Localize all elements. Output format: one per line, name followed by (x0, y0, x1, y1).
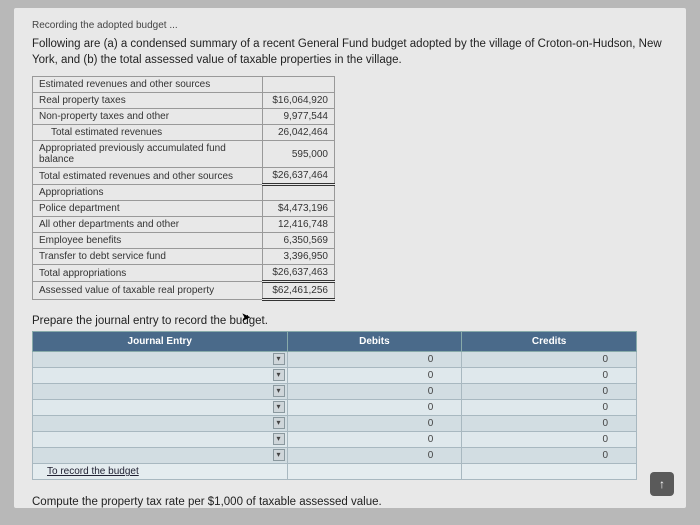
budget-row-value: 595,000 (263, 141, 335, 168)
je-credit-cell[interactable]: 0 (462, 416, 637, 432)
je-account-select[interactable]: ▾ (33, 448, 288, 464)
arrow-up-icon: ↑ (659, 477, 665, 491)
je-debit-cell[interactable]: 0 (287, 448, 462, 464)
dropdown-icon[interactable]: ▾ (273, 401, 285, 413)
budget-row-label: Police department (33, 201, 263, 217)
je-account-select[interactable]: ▾ (33, 416, 288, 432)
budget-row-value: 3,396,950 (263, 249, 335, 265)
je-credit-cell[interactable]: 0 (462, 448, 637, 464)
budget-row-value: $16,064,920 (263, 93, 335, 109)
je-account-select[interactable]: ▾ (33, 432, 288, 448)
budget-row-label: All other departments and other (33, 217, 263, 233)
je-header-debits: Debits (287, 332, 462, 352)
je-header-credits: Credits (462, 332, 637, 352)
je-debit-cell[interactable]: 0 (287, 432, 462, 448)
je-account-select[interactable]: ▾ (33, 384, 288, 400)
je-debit-cell[interactable]: 0 (287, 384, 462, 400)
appropriations-section-header: Appropriations (33, 185, 263, 201)
je-debit-cell[interactable]: 0 (287, 416, 462, 432)
scroll-up-button[interactable]: ↑ (650, 472, 674, 496)
je-credit-cell[interactable]: 0 (462, 352, 637, 368)
budget-row-label: Appropriated previously accumulated fund… (33, 141, 263, 168)
budget-row-label: Transfer to debt service fund (33, 249, 263, 265)
dropdown-icon[interactable]: ▾ (273, 385, 285, 397)
budget-row-value: 9,977,544 (263, 109, 335, 125)
je-header-entry: Journal Entry (33, 332, 288, 352)
compute-section: Compute the property tax rate per $1,000… (32, 494, 668, 508)
budget-row-value: $62,461,256 (263, 282, 335, 300)
je-credit-cell[interactable]: 0 (462, 384, 637, 400)
budget-row-label: Employee benefits (33, 233, 263, 249)
dropdown-icon[interactable]: ▾ (273, 449, 285, 461)
revenues-section-header: Estimated revenues and other sources (33, 77, 263, 93)
budget-row-value: $4,473,196 (263, 201, 335, 217)
je-row: ▾ 0 0 (33, 400, 637, 416)
je-account-select[interactable]: ▾ (33, 400, 288, 416)
je-debit-cell[interactable]: 0 (287, 368, 462, 384)
dropdown-icon[interactable]: ▾ (273, 433, 285, 445)
je-account-select[interactable]: ▾ (33, 368, 288, 384)
je-row: ▾ 0 0 (33, 368, 637, 384)
journal-entry-table: Journal Entry Debits Credits ▾ 0 0 ▾ 0 0… (32, 331, 637, 480)
je-account-select[interactable]: ▾ (33, 352, 288, 368)
budget-row-value: $26,637,464 (263, 168, 335, 185)
budget-row-value: 6,350,569 (263, 233, 335, 249)
compute-instruction: Compute the property tax rate per $1,000… (32, 494, 668, 508)
budget-row-value: 12,416,748 (263, 217, 335, 233)
dropdown-icon[interactable]: ▾ (273, 353, 285, 365)
budget-row-label: Real property taxes (33, 93, 263, 109)
je-row: ▾ 0 0 (33, 416, 637, 432)
je-footer-row: To record the budget (33, 464, 637, 480)
budget-row-label: Total estimated revenues (33, 125, 263, 141)
budget-row-label: Total estimated revenues and other sourc… (33, 168, 263, 185)
je-credit-cell[interactable]: 0 (462, 432, 637, 448)
je-row: ▾ 0 0 (33, 432, 637, 448)
je-debit-cell[interactable]: 0 (287, 400, 462, 416)
prepare-instruction: Prepare the journal entry to record the … (32, 315, 668, 327)
je-credit-cell[interactable]: 0 (462, 400, 637, 416)
budget-row-value: 26,042,464 (263, 125, 335, 141)
je-row: ▾ 0 0 (33, 352, 637, 368)
je-row: ▾ 0 0 (33, 384, 637, 400)
je-row: ▾ 0 0 (33, 448, 637, 464)
budget-row-value: $26,637,463 (263, 265, 335, 282)
je-credit-cell[interactable]: 0 (462, 368, 637, 384)
problem-intro: Following are (a) a condensed summary of… (32, 37, 668, 68)
je-footer-text: To record the budget (33, 464, 288, 480)
budget-row-label: Total appropriations (33, 265, 263, 282)
budget-row-label: Assessed value of taxable real property (33, 282, 263, 300)
dropdown-icon[interactable]: ▾ (273, 369, 285, 381)
je-debit-cell[interactable]: 0 (287, 352, 462, 368)
budget-row-label: Non-property taxes and other (33, 109, 263, 125)
page-header-crop: Recording the adopted budget ... (32, 20, 668, 31)
dropdown-icon[interactable]: ▾ (273, 417, 285, 429)
budget-summary-table: Estimated revenues and other sources Rea… (32, 76, 335, 301)
